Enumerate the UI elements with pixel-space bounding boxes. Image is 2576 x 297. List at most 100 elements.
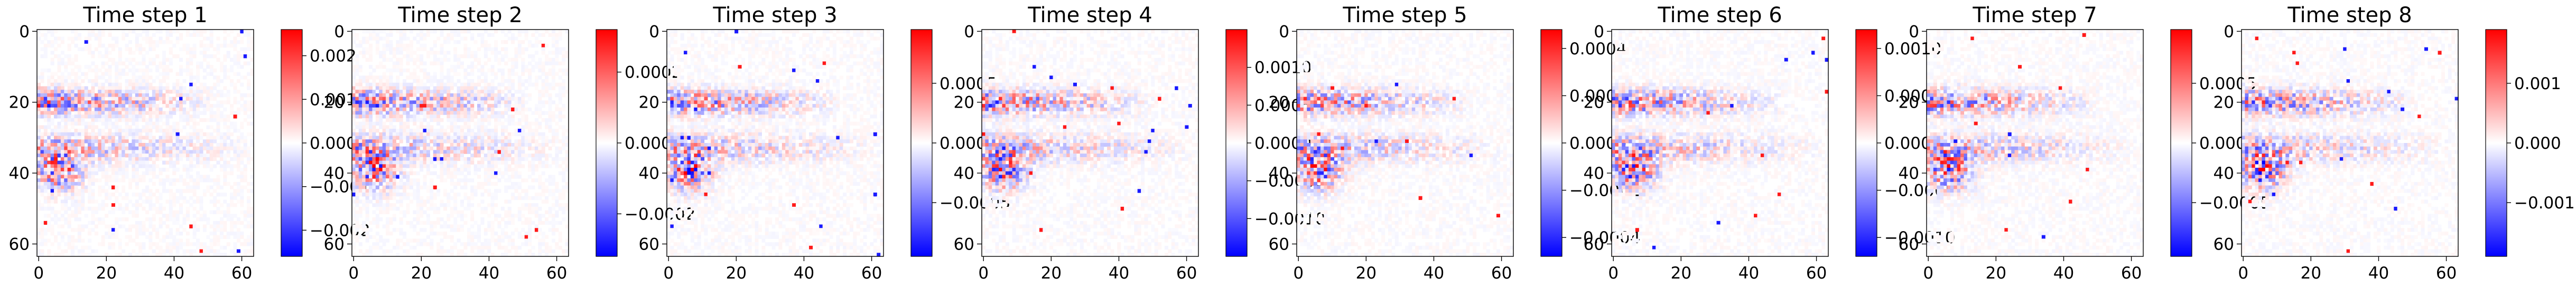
heatmap-cell (118, 90, 122, 93)
heatmap-cell (440, 108, 444, 111)
heatmap-cell (372, 157, 376, 161)
heatmap-cell (542, 79, 545, 83)
heatmap-cell (542, 150, 545, 154)
heatmap-cell (389, 189, 393, 193)
heatmap-cell (179, 196, 183, 200)
heatmap-cell (47, 178, 51, 182)
heatmap-cell (71, 69, 75, 72)
heatmap-cell (559, 30, 562, 33)
heatmap-cell (125, 58, 129, 62)
heatmap-cell (504, 164, 508, 168)
heatmap-cell (128, 93, 132, 97)
heatmap-cell (504, 104, 508, 108)
heatmap-cell (210, 90, 213, 93)
heatmap-cell (247, 104, 250, 108)
heatmap-cell (189, 108, 193, 111)
heatmap-cell (440, 90, 444, 93)
heatmap-cell (37, 132, 41, 136)
heatmap-cell (54, 114, 58, 118)
heatmap-cell (213, 235, 217, 239)
heatmap-cell (54, 36, 58, 40)
heatmap-cell (562, 157, 565, 161)
heatmap-cell (37, 154, 41, 157)
heatmap-cell (491, 150, 495, 154)
heatmap-cell (393, 97, 396, 101)
heatmap-cell (111, 175, 115, 178)
heatmap-cell (71, 178, 75, 182)
heatmap-cell (410, 58, 413, 62)
heatmap-cell (399, 168, 403, 171)
heatmap-cell (193, 182, 197, 186)
heatmap-cell (504, 136, 508, 140)
heatmap-cell (399, 30, 403, 33)
heatmap-cell (430, 161, 433, 165)
heatmap-cell (487, 164, 491, 168)
heatmap-cell (40, 164, 44, 168)
heatmap-cell (497, 118, 501, 122)
heatmap-cell (247, 132, 250, 136)
heatmap-cell (57, 54, 61, 58)
heatmap-cell (240, 232, 244, 235)
heatmap-cell (504, 154, 508, 157)
heatmap-cell (521, 164, 525, 168)
heatmap-cell (162, 250, 166, 253)
heatmap-cell (51, 168, 54, 171)
heatmap-cell (95, 36, 98, 40)
heatmap-cell (152, 214, 156, 217)
heatmap-cell (165, 129, 169, 132)
heatmap-cell (213, 154, 217, 157)
heatmap-cell (393, 182, 396, 186)
heatmap-cell (220, 221, 224, 225)
heatmap-cell (355, 36, 359, 40)
heatmap-cell (433, 51, 437, 54)
heatmap-cell (535, 118, 538, 122)
heatmap-cell (155, 125, 159, 129)
heatmap-cell (491, 111, 495, 115)
heatmap-cell (463, 178, 467, 182)
heatmap-cell (61, 114, 64, 118)
heatmap-cell (359, 129, 362, 132)
heatmap-cell (159, 203, 163, 207)
heatmap-cell (555, 139, 559, 143)
heatmap-cell (504, 178, 508, 182)
heatmap-cell (206, 164, 210, 168)
heatmap-cell (85, 171, 88, 175)
heatmap-cell (68, 75, 71, 79)
heatmap-cell (552, 100, 555, 104)
heatmap-cell (362, 40, 366, 44)
heatmap-cell (491, 143, 495, 147)
heatmap-cell (115, 111, 118, 115)
heatmap-cell (355, 136, 359, 140)
heatmap-cell (508, 178, 512, 182)
heatmap-cell (176, 246, 180, 250)
heatmap-cell (213, 139, 217, 143)
heatmap-cell (172, 214, 176, 217)
heatmap-cell (78, 157, 81, 161)
heatmap-cell (200, 61, 203, 65)
heatmap-cell (145, 210, 149, 214)
heatmap-cell (386, 139, 389, 143)
heatmap-cell (101, 30, 105, 33)
heatmap-cell (152, 143, 156, 147)
heatmap-cell (125, 139, 129, 143)
heatmap-cell (355, 210, 359, 214)
heatmap-cell (169, 114, 173, 118)
heatmap-cell (420, 125, 423, 129)
heatmap-cell (108, 139, 112, 143)
heatmap-cell (176, 168, 180, 171)
heatmap-cell (453, 200, 457, 204)
heatmap-cell (54, 136, 58, 140)
heatmap-cell (98, 242, 101, 246)
heatmap-cell (122, 111, 125, 115)
heatmap-cell (155, 90, 159, 93)
heatmap-cell (413, 72, 416, 76)
heatmap-cell (480, 161, 484, 165)
heatmap-cell (366, 200, 369, 204)
heatmap-cell (555, 157, 559, 161)
heatmap-cell (182, 79, 186, 83)
heatmap-cell (440, 61, 444, 65)
heatmap-cell (74, 150, 78, 154)
heatmap-cell (406, 175, 410, 178)
heatmap-cell (162, 97, 166, 101)
heatmap-cell (37, 186, 41, 189)
